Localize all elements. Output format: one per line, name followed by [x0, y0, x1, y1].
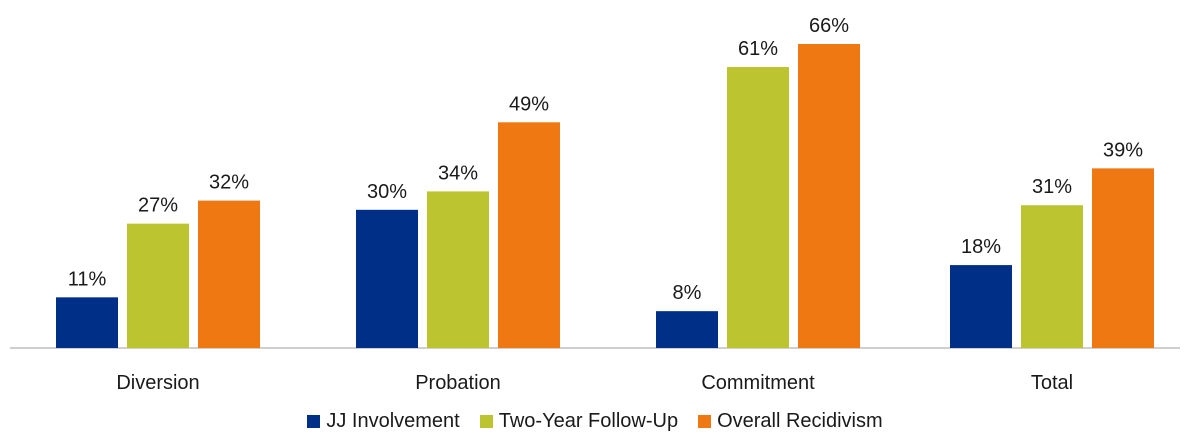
legend-label-overall-recidivism: Overall Recidivism — [717, 410, 883, 432]
bar-total-overall-recidivism — [1092, 168, 1154, 348]
category-label-total: Total — [1031, 372, 1073, 394]
legend-label-jj-involvement: JJ Involvement — [326, 410, 460, 432]
value-label: 30% — [367, 181, 407, 203]
bars-group — [56, 44, 1154, 348]
category-labels-group: Diversion Probation Commitment Total — [116, 372, 1073, 394]
bar-diversion-jj-involvement — [56, 297, 118, 348]
legend-item-jj-involvement: JJ Involvement — [307, 410, 460, 433]
bar-commitment-jj-involvement — [656, 311, 718, 348]
bar-commitment-overall-recidivism — [798, 44, 860, 348]
category-label-probation: Probation — [415, 372, 501, 394]
legend-item-two-year-follow-up: Two-Year Follow-Up — [479, 410, 679, 433]
bar-probation-jj-involvement — [356, 209, 418, 348]
value-label: 8% — [673, 282, 702, 304]
bar-total-two-year-follow-up — [1021, 205, 1083, 348]
value-label: 18% — [961, 236, 1001, 258]
value-label: 31% — [1032, 176, 1072, 198]
legend-label-two-year-follow-up: Two-Year Follow-Up — [498, 410, 679, 432]
category-label-commitment: Commitment — [701, 372, 815, 394]
value-label: 11% — [68, 268, 107, 290]
legend-swatch-jj-involvement — [307, 415, 321, 428]
legend-swatch-two-year-follow-up — [479, 415, 493, 428]
bar-probation-overall-recidivism — [498, 122, 560, 348]
value-label: 61% — [738, 38, 778, 60]
legend-item-overall-recidivism: Overall Recidivism — [698, 410, 883, 433]
value-label: 32% — [209, 172, 249, 194]
value-label: 27% — [138, 195, 178, 217]
legend-swatch-overall-recidivism — [698, 415, 712, 428]
bar-total-jj-involvement — [950, 265, 1012, 348]
value-labels-group: 11% 27% 32% 30% 34% 49% 8% 61% 66% 18% 31% 39% — [68, 15, 1144, 304]
legend: JJ Involvement Two-Year Follow-Up Overal… — [0, 410, 1190, 433]
bar-probation-two-year-follow-up — [427, 191, 489, 348]
value-label: 39% — [1103, 139, 1143, 161]
value-label: 66% — [809, 15, 849, 37]
bar-commitment-two-year-follow-up — [727, 67, 789, 348]
bar-diversion-overall-recidivism — [198, 200, 260, 348]
category-label-diversion: Diversion — [116, 372, 199, 394]
value-label: 49% — [509, 93, 549, 115]
bar-diversion-two-year-follow-up — [127, 223, 189, 348]
value-label: 34% — [438, 162, 478, 184]
